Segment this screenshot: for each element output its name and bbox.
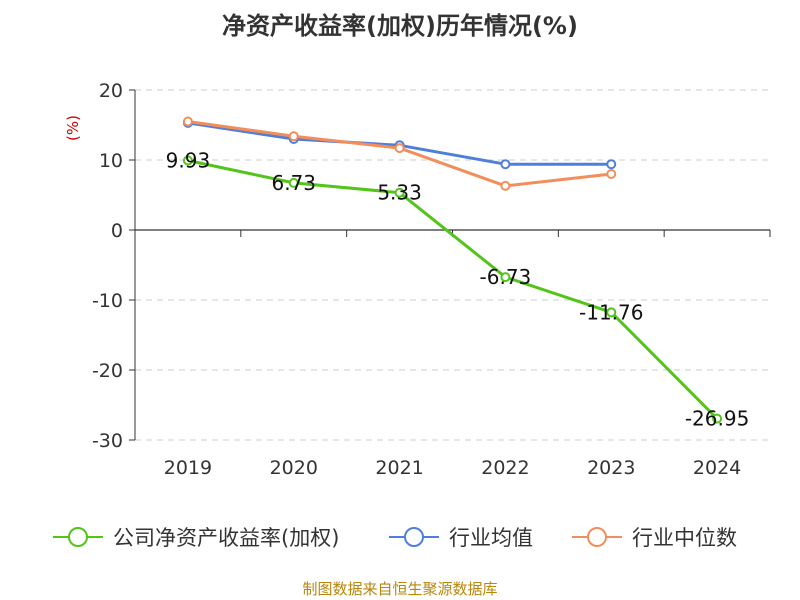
x-tick-label: 2024 — [693, 457, 741, 479]
data-source-note: 制图数据来自恒生聚源数据库 — [302, 580, 498, 598]
x-tick-label: 2020 — [270, 457, 318, 479]
data-point — [606, 159, 617, 170]
legend-marker — [68, 527, 88, 547]
y-tick-label: -30 — [92, 430, 123, 452]
y-axis-unit-label: (%) — [64, 115, 82, 141]
legend-marker — [404, 527, 424, 547]
data-point — [500, 272, 511, 283]
data-point — [182, 155, 193, 166]
data-point — [606, 307, 617, 318]
data-point — [394, 143, 405, 154]
data-point — [500, 180, 511, 191]
data-point — [606, 169, 617, 179]
legend-label: 行业均值 — [449, 526, 533, 550]
y-tick-label: 20 — [99, 80, 123, 102]
data-point — [182, 116, 193, 127]
y-tick-label: -10 — [92, 290, 123, 312]
data-label: -26.95 — [685, 407, 749, 431]
data-label: 6.73 — [271, 171, 316, 195]
x-tick-label: 2022 — [481, 457, 529, 479]
data-point — [288, 177, 299, 188]
x-tick-label: 2019 — [164, 457, 212, 479]
data-point — [288, 131, 299, 142]
data-point — [500, 159, 511, 170]
data-label: -11.76 — [579, 300, 643, 324]
y-tick-label: 0 — [111, 220, 123, 242]
data-label: 5.33 — [377, 181, 422, 205]
series-line — [187, 120, 612, 188]
chart-title: 净资产收益率(加权)历年情况(%) — [222, 12, 578, 40]
data-point — [712, 413, 723, 424]
data-label: 9.93 — [166, 148, 211, 172]
legend-marker — [587, 527, 607, 547]
y-tick-label: 10 — [99, 150, 123, 172]
y-tick-label: -20 — [92, 360, 123, 382]
legend-label: 公司净资产收益率(加权) — [113, 526, 339, 550]
x-tick-label: 2021 — [375, 457, 423, 479]
series-line — [187, 159, 719, 420]
data-label: -6.73 — [480, 265, 532, 289]
x-tick-label: 2023 — [587, 457, 635, 479]
data-point — [394, 187, 405, 198]
legend-label: 行业中位数 — [632, 526, 737, 550]
